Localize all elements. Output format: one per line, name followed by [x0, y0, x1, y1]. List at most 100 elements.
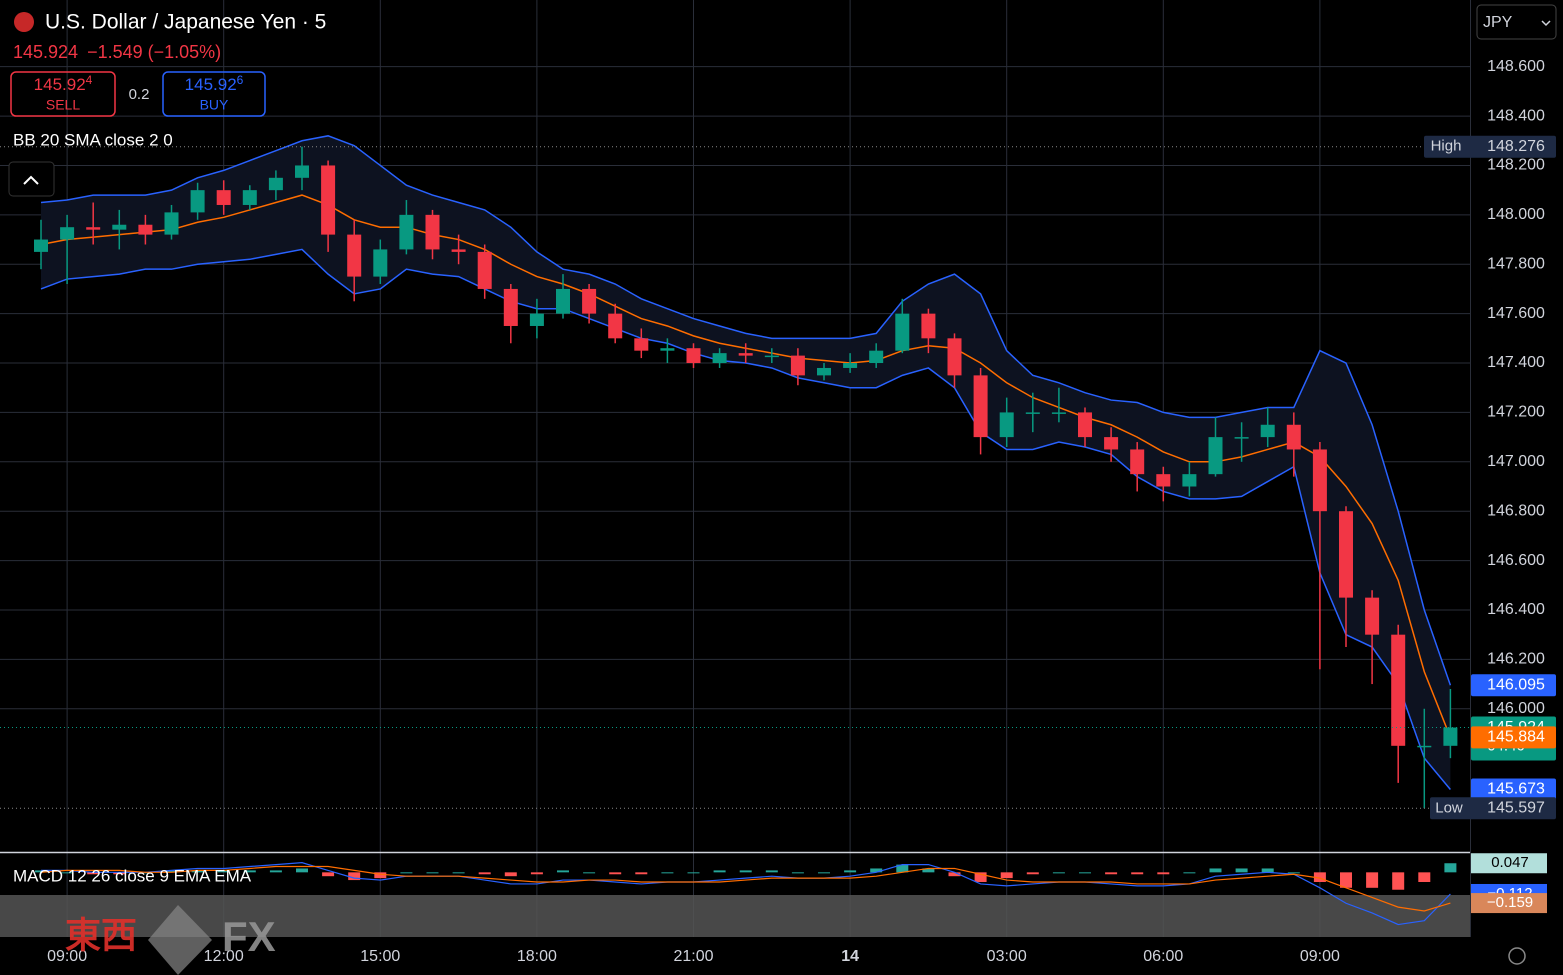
buy-price-main[interactable]: 145.92 [185, 75, 237, 94]
candle-body [529, 313, 544, 326]
macd-hist-bar [1444, 863, 1457, 873]
candle-body [425, 214, 440, 250]
sell-label[interactable]: SELL [46, 97, 80, 113]
sell-button[interactable] [10, 71, 116, 117]
macd-hist-bar [1026, 872, 1039, 875]
high-tag-bg [1424, 135, 1556, 158]
candle-body [843, 363, 858, 368]
candle-body [477, 251, 492, 289]
candle-body [373, 249, 388, 277]
candle-body [999, 412, 1014, 438]
macd-hist-bar [400, 872, 413, 874]
candle-body [164, 212, 179, 235]
candle-body [503, 288, 518, 326]
low-value: 145.597 [1487, 800, 1545, 817]
buy-button[interactable] [162, 71, 266, 117]
sell-pip[interactable]: 4 [86, 73, 93, 87]
candle-body [1443, 727, 1458, 746]
chart-title: U.S. Dollar / Japanese Yen · 5 [45, 11, 326, 34]
sell-price-main[interactable]: 145.92 [34, 75, 86, 94]
macd-hist-bar [426, 872, 439, 874]
last-price: 145.924 [13, 42, 78, 62]
macd-hist-bar [1052, 872, 1065, 874]
macd-hist-bar [870, 868, 883, 873]
candle-body [608, 313, 623, 339]
low-tag-bg [1430, 797, 1556, 820]
macd-hist-bar [348, 872, 361, 881]
sell-price[interactable]: 145.924 [34, 73, 93, 94]
macd-hist-bar [322, 872, 335, 877]
x-tick-label: 18:00 [517, 948, 557, 965]
macd-hist-bar [1261, 868, 1274, 873]
candle-body [1260, 424, 1275, 438]
candle-body [895, 313, 910, 351]
price-line-text: 145.924 −1.549 (−1.05%) [13, 42, 221, 62]
macd-hist-bar [269, 870, 282, 873]
candle-body [1417, 745, 1432, 748]
x-tick-label: 15:00 [360, 948, 400, 965]
candle-body [242, 190, 257, 205]
x-tick-label: 12:00 [204, 948, 244, 965]
dropdown-icon [1541, 20, 1551, 27]
x-tick-label: 21:00 [673, 948, 713, 965]
candle-body [1104, 437, 1119, 450]
macd-hist-bar [1313, 872, 1326, 882]
buy-pip[interactable]: 6 [237, 73, 244, 87]
macd-hist-bar [687, 872, 700, 874]
candle-body [1208, 437, 1223, 475]
currency-button[interactable] [1476, 4, 1557, 40]
y-tick-label: 147.600 [1487, 305, 1545, 322]
candle-body [268, 177, 283, 191]
macd-hist-bar [557, 870, 569, 873]
candle-body [817, 367, 831, 376]
macd-hist-bar [791, 872, 804, 874]
macd-hist-bar [374, 872, 387, 879]
bb-basis-tag: 145.884 [1487, 729, 1545, 746]
x-tick-label: 09:00 [1300, 948, 1340, 965]
candle-body [86, 227, 101, 230]
y-tick-label: 146.000 [1487, 700, 1545, 717]
candle-body [295, 165, 309, 178]
bb-lower-tag: 145.673 [1487, 781, 1545, 798]
y-tick-label: 147.000 [1487, 453, 1545, 470]
candle-body [764, 355, 779, 358]
macd-hist-bar [1105, 872, 1118, 875]
macd-hist-bar [1079, 872, 1091, 874]
candle-body [1156, 474, 1171, 487]
candle-body [582, 288, 597, 314]
candle-body [1025, 412, 1040, 414]
macd-hist-bar [1157, 872, 1170, 875]
candle-body [1312, 449, 1327, 512]
macd-hist-bar [478, 872, 491, 875]
candle-body [112, 224, 127, 230]
macd-hist-bar [165, 870, 178, 873]
spread: 0.2 [129, 86, 150, 103]
candle-body [1339, 511, 1353, 598]
time-scale-overlay [0, 895, 1470, 937]
macd-hist-bar [217, 870, 230, 873]
bb-legend: BB 20 SMA close 2 0 [13, 130, 173, 149]
candle-body [921, 313, 936, 339]
macd-hist-bar [948, 872, 961, 877]
currency[interactable]: JPY [1483, 14, 1513, 31]
candle-body [973, 375, 988, 438]
low-label: Low [1435, 799, 1463, 816]
macd-hist-bar [922, 868, 935, 873]
settings-icon[interactable] [1508, 947, 1526, 965]
y-tick-label: 146.600 [1487, 552, 1545, 569]
bb-basis-tag-bg [1471, 726, 1556, 749]
buy-label[interactable]: BUY [200, 97, 229, 113]
collapse-button[interactable] [8, 161, 55, 197]
change: −1.549 (−1.05%) [87, 42, 221, 62]
macd-hist-bar [1235, 868, 1248, 873]
macd-hist-bar [1287, 872, 1300, 874]
candle-body [660, 348, 675, 351]
x-tick-label: 09:00 [47, 948, 87, 965]
y-tick-label: 146.400 [1487, 601, 1545, 618]
buy-price[interactable]: 145.926 [185, 73, 244, 94]
x-tick-label: 14 [841, 948, 859, 965]
band-fill [41, 135, 1451, 790]
watermark-fx: FX [222, 913, 276, 960]
candle-body [34, 239, 48, 252]
